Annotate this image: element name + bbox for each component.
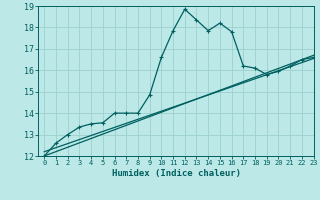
X-axis label: Humidex (Indice chaleur): Humidex (Indice chaleur) <box>111 169 241 178</box>
